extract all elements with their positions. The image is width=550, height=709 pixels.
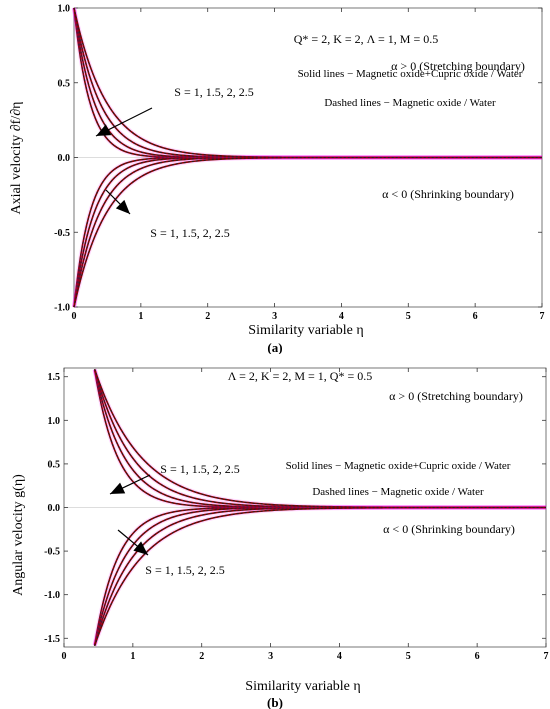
y-tick-label: -1.5 <box>44 634 60 645</box>
solid-lines-label: Solid lines − Magnetic oxide+Cupric oxid… <box>298 68 523 80</box>
y-tick-label: 1.0 <box>48 416 61 427</box>
series-line-dashed <box>73 7 542 158</box>
series-line-dashed <box>73 7 542 158</box>
series-glow <box>72 155 542 308</box>
x-tick-label: 2 <box>205 311 210 322</box>
s-upper-arrow-head <box>110 482 126 494</box>
s-lower-arrow-head <box>133 541 148 555</box>
y-tick-label: 0.0 <box>58 153 71 164</box>
y-tick-label: -0.5 <box>44 547 60 558</box>
series-line-dashed <box>73 7 542 158</box>
s-lower-label: S = 1, 1.5, 2, 2.5 <box>145 563 224 577</box>
x-tick-label: 3 <box>272 311 277 322</box>
series-glow <box>72 7 542 160</box>
y-axis-label: Axial velocity ∂f/∂η <box>9 102 24 215</box>
series-line-dashed <box>94 368 546 508</box>
s-upper-label: S = 1, 1.5, 2, 2.5 <box>160 462 239 476</box>
dashed-lines-label: Dashed lines − Magnetic oxide / Water <box>324 97 496 109</box>
x-tick-label: 4 <box>339 311 344 322</box>
series-line-solid <box>73 7 542 159</box>
series-line-solid <box>73 156 542 308</box>
series-line-dashed <box>94 507 546 647</box>
series-line-dashed <box>73 157 542 308</box>
series-line-dashed <box>73 157 542 308</box>
y-tick-label: 1.5 <box>48 372 61 383</box>
panel-caption: (a) <box>267 340 282 354</box>
s-upper-arrow-head <box>96 124 112 136</box>
shrinking-label: α < 0 (Shrinking boundary) <box>383 522 515 536</box>
series-glow <box>72 7 542 160</box>
s-lower-label: S = 1, 1.5, 2, 2.5 <box>150 226 229 240</box>
series-line-solid <box>73 156 542 308</box>
series-glow <box>72 7 542 160</box>
panel-caption: (b) <box>267 695 283 709</box>
series-line-solid <box>73 7 542 159</box>
series-line-solid <box>73 7 542 159</box>
chart-panel-a: 0 1 2 3 4 5 6 7 -1.0 -0.5 0.0 0.5 1.0 Q* = 2, K = 2,… <box>9 4 545 355</box>
y-tick-label: 0.5 <box>48 459 61 470</box>
x-tick-label: 3 <box>268 651 273 662</box>
x-axis-label: Similarity variable η <box>248 323 363 338</box>
x-tick-label: 1 <box>138 311 143 322</box>
solid-lines-label: Solid lines − Magnetic oxide+Cupric oxid… <box>286 460 511 472</box>
stretching-label: α > 0 (Stretching boundary) <box>391 59 525 73</box>
x-tick-label: 6 <box>475 651 480 662</box>
series-line-dashed <box>73 157 542 308</box>
x-axis-label: Similarity variable η <box>245 679 360 694</box>
y-tick-label: -1.0 <box>44 590 60 601</box>
y-tick-label: 0.5 <box>58 78 71 89</box>
series-line-dashed <box>73 7 542 158</box>
x-tick-label: 5 <box>406 311 411 322</box>
x-tick-label: 7 <box>544 651 549 662</box>
shrinking-label: α < 0 (Shrinking boundary) <box>382 187 514 201</box>
series-glow <box>72 155 542 308</box>
x-tick-label: 5 <box>406 651 411 662</box>
y-axis-label: Angular velocity g(η) <box>11 474 26 596</box>
series-glow <box>72 155 542 308</box>
x-tick-label: 1 <box>130 651 135 662</box>
series-glow <box>72 155 542 308</box>
x-tick-label: 0 <box>62 651 67 662</box>
series-line-solid <box>73 7 542 159</box>
y-tick-label: -0.5 <box>54 228 70 239</box>
x-tick-label: 6 <box>473 311 478 322</box>
x-tick-label: 4 <box>337 651 342 662</box>
chart-panel-b: 0 1 2 3 4 5 6 7 -1.5 -1.0 -0.5 0.0 0.5 1.0 1.5 Λ = 2, … <box>11 367 549 709</box>
y-tick-label: 1.0 <box>58 4 71 15</box>
s-upper-label: S = 1, 1.5, 2, 2.5 <box>174 85 253 99</box>
series-line-solid <box>73 156 542 308</box>
y-tick-label: 0.0 <box>48 503 61 514</box>
x-tick-label: 7 <box>540 311 545 322</box>
series-line-dashed <box>73 157 542 308</box>
dashed-lines-label: Dashed lines − Magnetic oxide / Water <box>312 486 484 498</box>
s-lower-arrow-head <box>115 199 130 214</box>
parameters-label: Q* = 2, K = 2, Λ = 1, M = 0.5 <box>294 32 438 46</box>
series-line-solid <box>73 156 542 308</box>
x-tick-label: 2 <box>199 651 204 662</box>
parameters-label: Λ = 2, K = 2, M = 1, Q* = 0.5 <box>228 369 372 383</box>
series-glow <box>72 7 542 160</box>
stretching-label: α > 0 (Stretching boundary) <box>389 389 523 403</box>
y-tick-label: -1.0 <box>54 303 70 314</box>
x-tick-label: 0 <box>72 311 77 322</box>
